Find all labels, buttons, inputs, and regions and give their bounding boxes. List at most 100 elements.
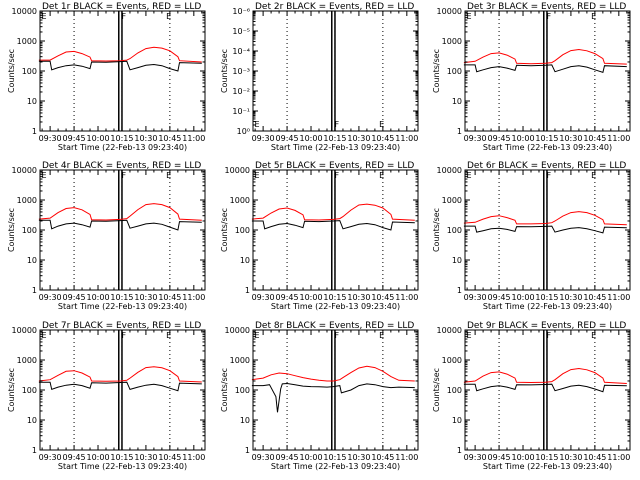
state-marker: E xyxy=(254,120,259,129)
x-tick-label: 09:30 xyxy=(39,453,62,462)
series-lld-line xyxy=(38,366,202,383)
panel-title: Det 2r BLACK = Events, RED = LLD xyxy=(255,2,414,12)
y-tick-label: 10000 xyxy=(437,7,462,16)
y-tick-label: 1 xyxy=(32,286,37,295)
panel-title: Det 9r BLACK = Events, RED = LLD xyxy=(467,321,626,331)
x-tick-label: 10:15 xyxy=(535,293,558,302)
x-tick-label: 10:15 xyxy=(110,134,133,143)
x-tick-label: 10:00 xyxy=(86,453,109,462)
y-tick-label: 100 xyxy=(235,226,250,235)
y-tick-label: 10⁻⁴ xyxy=(232,47,250,56)
y-tick-label: 10 xyxy=(27,416,37,425)
y-tick-label: 10 xyxy=(240,416,250,425)
detector-panel-6: Det 6r BLACK = Events, RED = LLD 1 10 100 10… xyxy=(432,161,631,311)
x-tick-label: 10:15 xyxy=(110,293,133,302)
x-tick-label: 09:45 xyxy=(488,293,511,302)
x-tick-label: 10:15 xyxy=(323,453,346,462)
x-tick-label: 10:30 xyxy=(347,453,370,462)
x-tick-label: 09:30 xyxy=(464,134,487,143)
x-tick-label: 09:30 xyxy=(464,293,487,302)
state-marker: F xyxy=(546,171,551,180)
x-tick-label: 10:30 xyxy=(134,453,157,462)
panel-title: Det 6r BLACK = Events, RED = LLD xyxy=(467,161,626,171)
series-events-line xyxy=(251,220,415,231)
state-marker: F xyxy=(121,12,126,21)
series-lld-line xyxy=(463,367,627,384)
x-tick-label: 11:00 xyxy=(182,453,205,462)
x-axis-label: Start Time (22-Feb-13 09:23:40) xyxy=(58,143,187,152)
state-marker: E xyxy=(591,12,596,21)
y-axis-label: Counts/sec xyxy=(220,49,229,93)
x-tick-label: 10:30 xyxy=(347,293,370,302)
y-tick-label: 10000 xyxy=(12,166,37,175)
state-marker: E xyxy=(166,12,171,21)
y-tick-label: 1000 xyxy=(17,356,37,365)
y-axis-label: Counts/sec xyxy=(7,368,16,412)
y-tick-label: 10000 xyxy=(225,326,250,335)
series-events-line xyxy=(38,219,202,231)
y-tick-label: 10000 xyxy=(12,326,37,335)
y-axis-label: Counts/sec xyxy=(7,208,16,252)
x-tick-label: 11:00 xyxy=(182,134,205,143)
detector-panel-8: Det 8r BLACK = Events, RED = LLD 1 10 100 10… xyxy=(220,321,419,471)
y-axis-label: Counts/sec xyxy=(432,49,441,93)
x-tick-label: 09:45 xyxy=(276,293,299,302)
x-tick-label: 10:15 xyxy=(110,453,133,462)
y-tick-label: 10 xyxy=(452,416,462,425)
x-tick-label: 10:45 xyxy=(158,134,181,143)
x-tick-label: 11:00 xyxy=(182,293,205,302)
x-tick-label: 10:15 xyxy=(323,134,346,143)
x-tick-label: 09:30 xyxy=(464,453,487,462)
y-axis-label: Counts/sec xyxy=(7,49,16,93)
x-tick-label: 09:30 xyxy=(39,134,62,143)
state-marker: E xyxy=(379,120,384,129)
y-tick-label: 10000 xyxy=(12,7,37,16)
y-tick-label: 1 xyxy=(32,127,37,136)
x-tick-label: 11:00 xyxy=(607,134,630,143)
y-tick-label: 100 xyxy=(22,226,37,235)
x-tick-label: 10:30 xyxy=(559,134,582,143)
y-tick-label: 1000 xyxy=(17,37,37,46)
x-tick-label: 09:45 xyxy=(63,293,86,302)
x-tick-label: 10:45 xyxy=(158,453,181,462)
x-tick-label: 10:30 xyxy=(347,134,370,143)
state-marker: E xyxy=(41,171,46,180)
state-marker: E xyxy=(466,331,471,340)
y-axis-label: Counts/sec xyxy=(220,208,229,252)
y-tick-label: 1 xyxy=(32,446,37,455)
series-events-line xyxy=(251,382,415,413)
x-tick-label: 10:00 xyxy=(299,134,322,143)
x-tick-label: 11:00 xyxy=(607,453,630,462)
detector-panel-3: Det 3r BLACK = Events, RED = LLD 1 10 100 10… xyxy=(432,2,631,152)
y-tick-label: 10000 xyxy=(437,326,462,335)
y-tick-label: 1 xyxy=(457,446,462,455)
y-tick-label: 10⁻⁶ xyxy=(232,7,250,16)
y-tick-label: 1000 xyxy=(230,356,250,365)
x-tick-label: 10:00 xyxy=(299,293,322,302)
x-axis-label: Start Time (22-Feb-13 09:23:40) xyxy=(58,302,187,311)
state-marker: F xyxy=(334,120,339,129)
x-tick-label: 10:30 xyxy=(559,453,582,462)
x-axis-label: Start Time (22-Feb-13 09:23:40) xyxy=(483,462,612,471)
y-tick-label: 10⁰ xyxy=(237,127,250,136)
series-lld-line xyxy=(463,211,627,226)
y-tick-label: 100 xyxy=(22,67,37,76)
state-marker: E xyxy=(41,12,46,21)
y-tick-label: 10000 xyxy=(437,166,462,175)
state-marker: E xyxy=(166,171,171,180)
x-tick-label: 09:30 xyxy=(252,134,275,143)
x-tick-label: 10:45 xyxy=(583,293,606,302)
x-tick-label: 10:00 xyxy=(86,293,109,302)
panel-title: Det 3r BLACK = Events, RED = LLD xyxy=(467,2,626,12)
x-tick-label: 10:45 xyxy=(371,453,394,462)
x-tick-label: 09:30 xyxy=(252,453,275,462)
x-tick-label: 10:45 xyxy=(371,293,394,302)
y-axis-label: Counts/sec xyxy=(432,368,441,412)
y-tick-label: 10⁻⁵ xyxy=(232,27,250,36)
y-tick-label: 10⁻¹ xyxy=(232,107,250,116)
state-marker: F xyxy=(546,12,551,21)
panel-title: Det 1r BLACK = Events, RED = LLD xyxy=(42,2,201,12)
x-tick-label: 10:00 xyxy=(511,293,534,302)
x-axis-label: Start Time (22-Feb-13 09:23:40) xyxy=(58,462,187,471)
x-tick-label: 10:15 xyxy=(535,453,558,462)
